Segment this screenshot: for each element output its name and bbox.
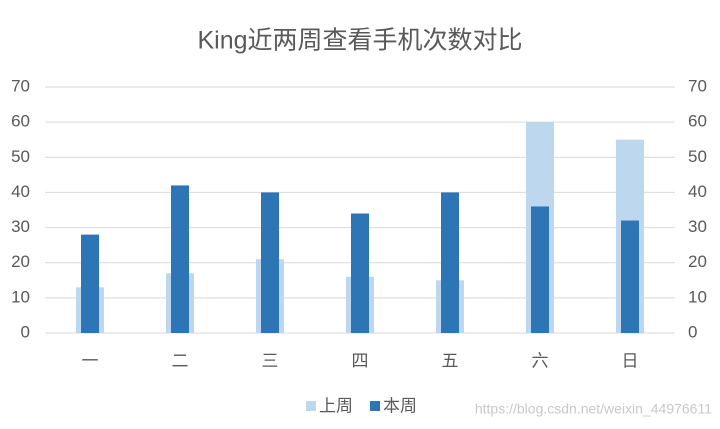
y-tick-label: 60 [11, 112, 30, 131]
x-tick-label: 四 [352, 351, 369, 370]
legend-swatch [370, 401, 380, 411]
x-tick-label: 六 [532, 351, 549, 370]
y2-tick-label: 0 [688, 322, 697, 341]
y-tick-label: 10 [11, 287, 30, 306]
x-tick-label: 三 [262, 351, 279, 370]
chart-title: King近两周查看手机次数对比 [197, 27, 522, 55]
y2-tick-label: 50 [688, 147, 707, 166]
y2-tick-label: 30 [688, 217, 707, 236]
x-tick-label: 一 [82, 351, 99, 370]
bar [171, 185, 189, 333]
y2-tick-label: 10 [688, 287, 707, 306]
y-tick-label: 40 [11, 182, 30, 201]
y2-tick-label: 20 [688, 252, 707, 271]
y-tick-label: 30 [11, 217, 30, 236]
y-tick-label: 70 [11, 76, 30, 95]
bar [531, 206, 549, 333]
y-tick-label: 20 [11, 252, 30, 271]
legend-label: 上周 [319, 396, 353, 415]
bar [261, 192, 279, 333]
x-tick-label: 日 [622, 351, 639, 370]
watermark: https://blog.csdn.net/weixin_44976611 [475, 401, 712, 417]
bar [441, 192, 459, 333]
bar [621, 220, 639, 333]
legend-swatch [306, 401, 316, 411]
y-tick-label: 0 [21, 322, 30, 341]
y2-tick-label: 60 [688, 112, 707, 131]
y-tick-label: 50 [11, 147, 30, 166]
bar [81, 234, 99, 333]
y2-tick-label: 40 [688, 182, 707, 201]
x-tick-label: 二 [172, 351, 189, 370]
legend-label: 本周 [383, 396, 417, 415]
x-tick-label: 五 [442, 351, 459, 370]
y2-tick-label: 70 [688, 76, 707, 95]
bar [351, 213, 369, 333]
